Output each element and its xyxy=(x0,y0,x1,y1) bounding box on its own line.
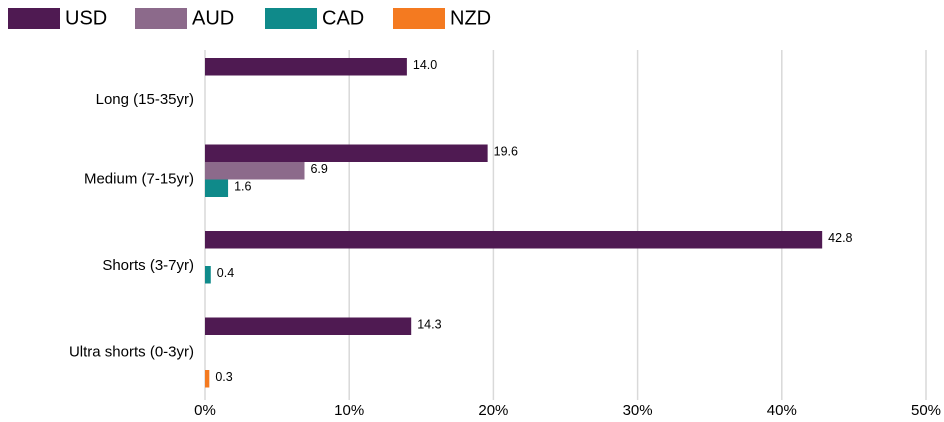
y-tick-label: Long (15-35yr) xyxy=(96,91,194,108)
y-tick-label: Medium (7-15yr) xyxy=(84,170,194,187)
bar xyxy=(205,231,823,249)
x-tick-label: 10% xyxy=(334,402,364,419)
data-label: 0.4 xyxy=(217,266,234,280)
data-label: 1.6 xyxy=(234,180,251,194)
x-tick-label: 40% xyxy=(767,402,797,419)
data-label: 14.0 xyxy=(413,58,437,72)
legend-label: NZD xyxy=(450,7,491,29)
bar xyxy=(205,317,412,335)
legend-swatch xyxy=(8,8,60,29)
legend-label: AUD xyxy=(192,7,234,29)
data-label: 42.8 xyxy=(828,231,852,245)
bar xyxy=(205,144,488,162)
legend-swatch xyxy=(393,8,445,29)
data-label: 19.6 xyxy=(494,145,518,159)
legend-label: CAD xyxy=(322,7,364,29)
x-tick-label: 0% xyxy=(194,402,216,419)
bar xyxy=(205,162,305,180)
bar xyxy=(205,266,211,284)
legend-label: USD xyxy=(65,7,107,29)
x-tick-label: 50% xyxy=(911,402,941,419)
x-tick-label: 30% xyxy=(623,402,653,419)
x-tick-label: 20% xyxy=(478,402,508,419)
data-label: 14.3 xyxy=(417,318,441,332)
legend-swatch xyxy=(135,8,187,29)
bar xyxy=(205,370,210,388)
legend-swatch xyxy=(265,8,317,29)
bar xyxy=(205,179,229,197)
data-label: 6.9 xyxy=(310,162,327,176)
bar xyxy=(205,58,407,76)
y-tick-label: Shorts (3-7yr) xyxy=(102,257,194,274)
data-label: 0.3 xyxy=(215,370,232,384)
y-tick-label: Ultra shorts (0-3yr) xyxy=(69,343,194,360)
